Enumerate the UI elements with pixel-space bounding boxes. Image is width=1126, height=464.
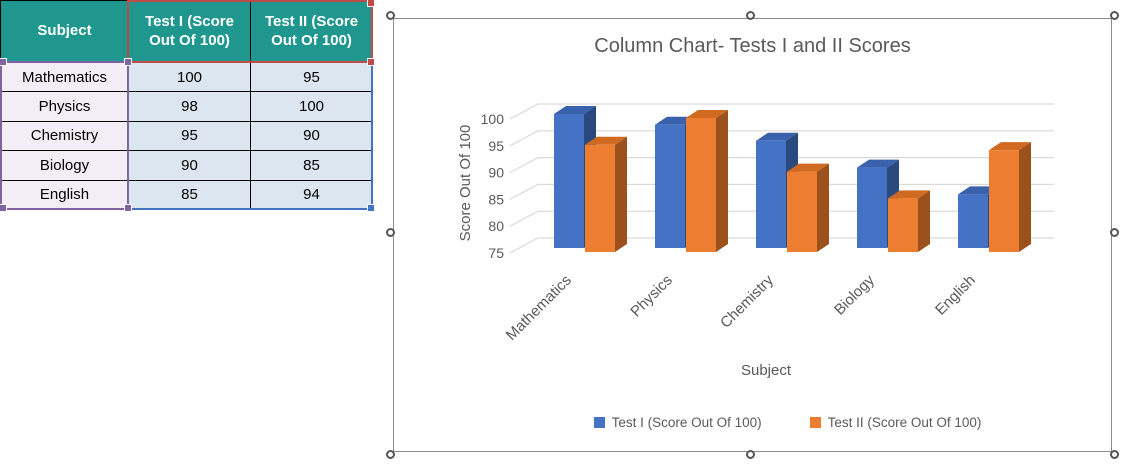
subject-cell[interactable]: Physics (0, 91, 129, 122)
chart-object[interactable]: Column Chart- Tests I and II Scores 100 9… (386, 11, 1119, 459)
range-handle[interactable] (124, 58, 132, 66)
chart-plot-area[interactable]: 100 95 90 85 80 75 Score Out Of 100 Mathematics… (394, 19, 1113, 453)
resize-handle-bottom-center[interactable] (745, 450, 755, 459)
bar-test2-physics-side (716, 110, 728, 252)
table-header-row: Subject Test I (Score Out Of 100) Test I… (0, 0, 373, 63)
x-category-label-biology[interactable]: Biology (831, 271, 878, 318)
range-handle[interactable] (367, 204, 375, 212)
table-row: English 85 94 (0, 179, 373, 210)
y-tick-75[interactable]: 75 (488, 245, 504, 261)
range-handle[interactable] (367, 58, 375, 66)
bar-test2-mathematics[interactable] (585, 144, 615, 252)
score-cell[interactable]: 100 (250, 91, 373, 122)
score-cell[interactable]: 85 (128, 179, 251, 210)
bar-test2-biology-side (918, 190, 930, 252)
bar-test2-mathematics-top (585, 136, 627, 145)
score-cell[interactable]: 95 (250, 61, 373, 93)
bar-test2-chemistry-top (787, 163, 829, 172)
score-cell[interactable]: 90 (128, 150, 251, 181)
resize-handle-top-center[interactable] (745, 11, 755, 20)
bar-test1-biology-top (857, 159, 899, 168)
subject-cell[interactable]: English (0, 179, 129, 210)
bar-test2-biology[interactable] (888, 198, 918, 252)
x-axis-title[interactable]: Subject (741, 362, 792, 379)
chart-title[interactable]: Column Chart- Tests I and II Scores (594, 35, 911, 57)
bar-test2-english-side (1019, 142, 1031, 252)
y-tick-80[interactable]: 80 (488, 218, 504, 234)
bar-test2-physics-top (686, 110, 728, 118)
y-tick-100[interactable]: 100 (481, 111, 505, 127)
x-category-label-chemistry[interactable]: Chemistry (717, 271, 777, 331)
bar-test1-mathematics-top (554, 106, 596, 114)
bar-test2-physics[interactable] (686, 118, 716, 252)
resize-handle-top-right[interactable] (1110, 11, 1119, 20)
bar-test2-english[interactable] (989, 150, 1019, 252)
table-row: Chemistry 95 90 (0, 120, 373, 152)
table-row: Physics 98 100 (0, 91, 373, 122)
subject-cell[interactable]: Chemistry (0, 120, 129, 152)
col-header-test2[interactable]: Test II (Score Out Of 100) (250, 0, 373, 63)
bar-test2-biology-top (888, 190, 930, 199)
bar-test2-english-top (989, 142, 1031, 151)
score-cell[interactable]: 95 (128, 120, 251, 152)
score-cell[interactable]: 85 (250, 150, 373, 181)
bar-test1-biology[interactable] (857, 167, 887, 248)
resize-handle-top-left[interactable] (386, 11, 395, 20)
col-header-subject[interactable]: Subject (0, 0, 129, 63)
range-handle[interactable] (124, 204, 132, 212)
x-category-label-english[interactable]: English (932, 272, 979, 319)
chart-legend[interactable]: Test I (Score Out Of 100) Test II (Score… (464, 415, 1111, 430)
gridline-100 (509, 103, 1054, 120)
legend-item-test2[interactable]: Test II (Score Out Of 100) (809, 415, 982, 430)
range-handle[interactable] (367, 0, 375, 7)
legend-swatch-test1 (593, 417, 605, 428)
bar-test2-chemistry[interactable] (787, 171, 817, 252)
legend-item-test1[interactable]: Test I (Score Out Of 100) (593, 415, 762, 430)
data-table: Subject Test I (Score Out Of 100) Test I… (0, 0, 373, 210)
bar-test1-chemistry-top (756, 132, 798, 141)
y-tick-85[interactable]: 85 (488, 191, 504, 207)
subject-cell[interactable]: Biology (0, 150, 129, 181)
resize-handle-middle-left[interactable] (386, 228, 395, 237)
y-axis-title[interactable]: Score Out Of 100 (457, 125, 474, 242)
table-row: Biology 90 85 (0, 150, 373, 181)
legend-label-test2: Test II (Score Out Of 100) (827, 415, 982, 430)
score-cell[interactable]: 90 (250, 120, 373, 152)
col-header-test1[interactable]: Test I (Score Out Of 100) (128, 0, 251, 63)
legend-label-test1: Test I (Score Out Of 100) (611, 415, 762, 430)
range-handle[interactable] (0, 204, 7, 212)
subject-cell[interactable]: Mathematics (0, 61, 129, 93)
bar-test1-chemistry[interactable] (756, 140, 786, 248)
bar-test1-english[interactable] (958, 194, 988, 248)
y-tick-95[interactable]: 95 (488, 138, 504, 154)
table-row: Mathematics 100 95 (0, 61, 373, 93)
bar-test1-physics[interactable] (655, 124, 685, 248)
legend-swatch-test2 (809, 417, 821, 428)
x-category-label-mathematics[interactable]: Mathematics (503, 272, 575, 344)
resize-handle-middle-right[interactable] (1110, 228, 1119, 237)
bar-test2-mathematics-side (615, 136, 627, 252)
gridline-95 (509, 130, 1054, 147)
bar-test2-chemistry-side (817, 163, 829, 252)
range-handle[interactable] (0, 58, 7, 66)
bar-test1-mathematics[interactable] (554, 114, 584, 248)
score-cell[interactable]: 100 (128, 61, 251, 93)
score-cell[interactable]: 94 (250, 179, 373, 210)
data-table-region: Subject Test I (Score Out Of 100) Test I… (0, 0, 375, 212)
resize-handle-bottom-left[interactable] (386, 450, 395, 459)
score-cell[interactable]: 98 (128, 91, 251, 122)
y-tick-90[interactable]: 90 (488, 165, 504, 181)
resize-handle-bottom-right[interactable] (1110, 450, 1119, 459)
gridline-90 (509, 157, 1054, 174)
x-category-label-physics[interactable]: Physics (627, 272, 676, 321)
